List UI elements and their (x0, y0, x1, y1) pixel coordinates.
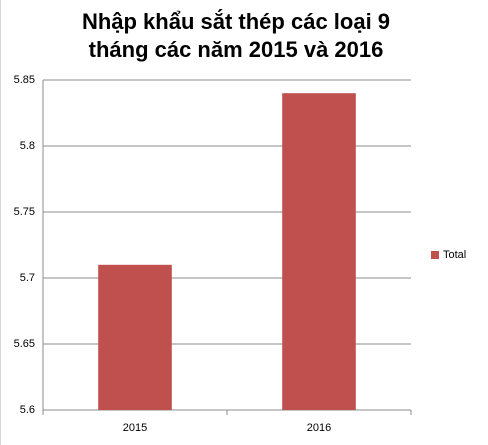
bar (98, 264, 172, 410)
y-tick-label: 5.75 (14, 206, 35, 218)
legend-swatch (431, 251, 439, 259)
y-tick-label: 5.65 (14, 338, 35, 350)
legend-label: Total (443, 249, 466, 261)
y-tick-label: 5.8 (20, 140, 35, 152)
chart-title: Nhập khẩu sắt thép các loại 9 tháng các … (81, 9, 391, 62)
x-tick-label: 2015 (123, 422, 147, 434)
y-tick-label: 5.85 (14, 74, 35, 86)
x-tick-label: 2016 (307, 422, 331, 434)
y-tick-label: 5.6 (20, 404, 35, 416)
y-tick-label: 5.7 (20, 272, 35, 284)
bar (282, 93, 356, 410)
